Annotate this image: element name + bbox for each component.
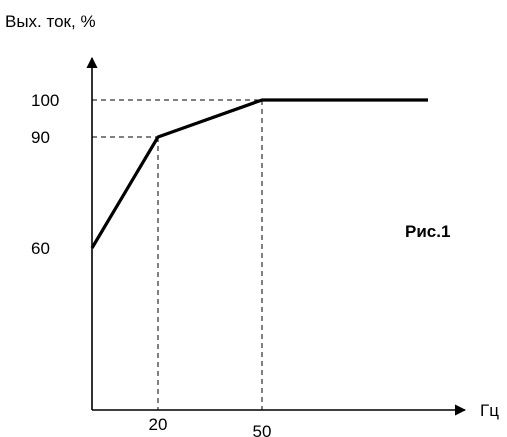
x-tick-label: 50 [253,422,272,437]
y-tick-label: 90 [31,128,50,147]
series-line-0 [90,98,428,249]
x-tick-label: 20 [149,415,168,434]
y-tick-label: 60 [31,239,50,258]
figure-label: Рис.1 [405,222,450,241]
y-tick-label: 100 [31,91,59,110]
x-axis-label: Гц [480,401,499,420]
y-axis-label: Вых. ток, % [5,12,96,31]
